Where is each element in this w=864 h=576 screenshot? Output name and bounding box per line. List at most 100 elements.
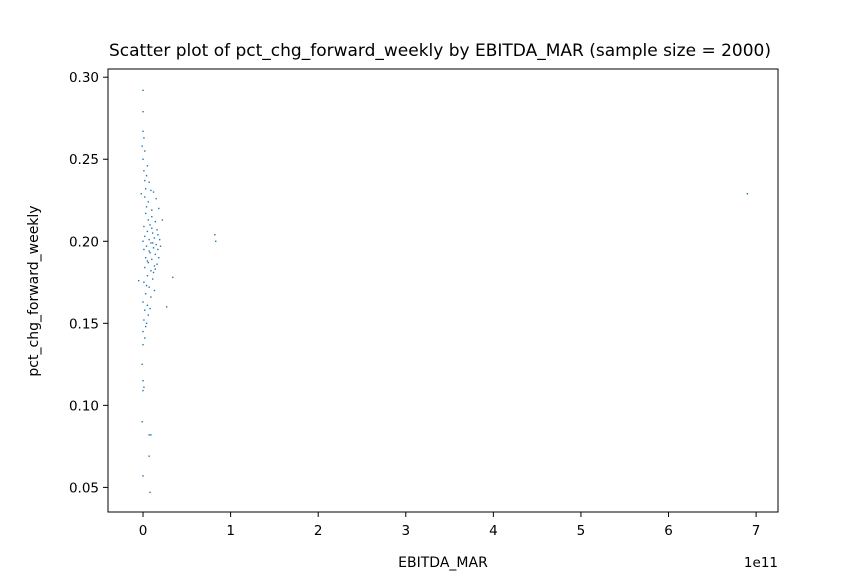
- scatter-point: [143, 386, 145, 388]
- scatter-point: [141, 145, 143, 147]
- scatter-point: [142, 240, 144, 242]
- scatter-point: [145, 174, 148, 177]
- scatter-point: [143, 225, 145, 228]
- scatter-point: [143, 248, 145, 251]
- scatter-point: [145, 322, 148, 325]
- scatter-point: [147, 261, 149, 264]
- x-axis-ticks: 0 1 2 3 4 5 6 7: [139, 512, 761, 539]
- scatter-point: [149, 252, 151, 254]
- scatter-point: [142, 130, 144, 133]
- scatter-point: [158, 207, 160, 210]
- scatter-point: [172, 276, 174, 279]
- scatter-point: [144, 235, 146, 238]
- scatter-point: [154, 253, 156, 256]
- scatter-point: [152, 247, 155, 249]
- scatter-point: [148, 250, 150, 252]
- scatter-point: [150, 434, 152, 436]
- scatter-point: [144, 188, 147, 190]
- scatter-point: [144, 256, 147, 259]
- scatter-point: [142, 89, 144, 92]
- scatter-point: [214, 234, 216, 236]
- scatter-point: [161, 219, 163, 221]
- scatter-point: [157, 248, 159, 251]
- y-tick-label: 0.30: [69, 70, 99, 86]
- x-axis-label: EBITDA_MAR: [398, 555, 488, 571]
- x-tick-label: 0: [139, 523, 148, 539]
- scatter-point: [158, 238, 161, 241]
- scatter-point: [150, 296, 152, 298]
- x-tick-label: 2: [314, 523, 323, 539]
- scatter-point: [144, 196, 146, 198]
- scatter-point: [155, 197, 157, 200]
- scatter-point: [144, 212, 147, 215]
- scatter-point: [146, 275, 149, 277]
- x-tick-label: 3: [401, 523, 410, 539]
- scatter-point: [151, 258, 153, 261]
- scatter-point: [156, 263, 158, 265]
- scatter-point: [145, 284, 148, 287]
- scatter-point: [746, 193, 749, 195]
- scatter-point: [140, 193, 142, 195]
- y-tick-label: 0.10: [69, 398, 99, 414]
- x-tick-label: 6: [664, 523, 673, 539]
- scatter-point: [151, 209, 153, 211]
- scatter-point: [144, 309, 146, 311]
- scatter-point: [143, 170, 145, 172]
- chart-title: Scatter plot of pct_chg_forward_weekly b…: [109, 41, 771, 61]
- scatter-point: [152, 191, 155, 193]
- scatter-point: [149, 491, 151, 494]
- points-layer: [137, 89, 749, 494]
- scatter-point: [154, 268, 156, 270]
- scatter-point: [142, 389, 144, 392]
- y-axis-label: pct_chg_forward_weekly: [26, 205, 42, 376]
- scatter-point: [144, 337, 146, 339]
- scatter-point: [144, 325, 147, 328]
- y-axis-ticks: 0.05 0.10 0.15 0.20 0.25 0.30: [69, 70, 108, 496]
- scatter-point: [148, 238, 150, 241]
- x-tick-label: 1: [226, 523, 235, 539]
- scatter-point: [146, 260, 149, 262]
- y-tick-label: 0.25: [69, 152, 99, 168]
- scatter-point: [215, 240, 217, 242]
- scatter-point: [143, 281, 145, 283]
- scatter-point: [151, 278, 154, 280]
- scatter-point: [155, 243, 157, 246]
- scatter-point: [144, 150, 146, 152]
- scatter-point: [143, 137, 145, 139]
- x-offset-label: 1e11: [744, 555, 778, 571]
- scatter-point: [150, 189, 152, 192]
- scatter-point: [146, 230, 149, 233]
- scatter-point: [159, 245, 162, 247]
- y-tick-label: 0.20: [69, 234, 99, 250]
- scatter-point: [149, 307, 151, 310]
- scatter-point: [142, 475, 144, 477]
- scatter-point: [156, 229, 158, 231]
- x-tick-label: 4: [489, 523, 498, 539]
- scatter-point: [153, 237, 156, 239]
- scatter-point: [145, 206, 148, 208]
- scatter-point: [151, 227, 153, 229]
- scatter-point: [154, 220, 156, 223]
- x-tick-label: 5: [577, 523, 586, 539]
- scatter-point: [150, 270, 152, 272]
- scatter-point: [147, 219, 149, 221]
- scatter-point: [147, 314, 149, 316]
- scatter-point: [142, 110, 144, 113]
- scatter-point: [157, 234, 159, 236]
- plot-frame: [107, 68, 779, 513]
- scatter-point: [151, 215, 153, 218]
- x-tick-label: 7: [752, 523, 761, 539]
- scatter-point: [148, 434, 150, 436]
- scatter-point: [142, 301, 144, 303]
- y-tick-label: 0.15: [69, 316, 99, 332]
- scatter-point: [144, 293, 147, 295]
- scatter-point: [150, 242, 152, 244]
- scatter-point: [148, 455, 150, 457]
- scatter-point: [148, 181, 150, 183]
- scatter-point: [158, 256, 160, 259]
- scatter-point: [151, 242, 154, 244]
- scatter-point: [147, 201, 149, 203]
- scatter-point: [165, 306, 168, 308]
